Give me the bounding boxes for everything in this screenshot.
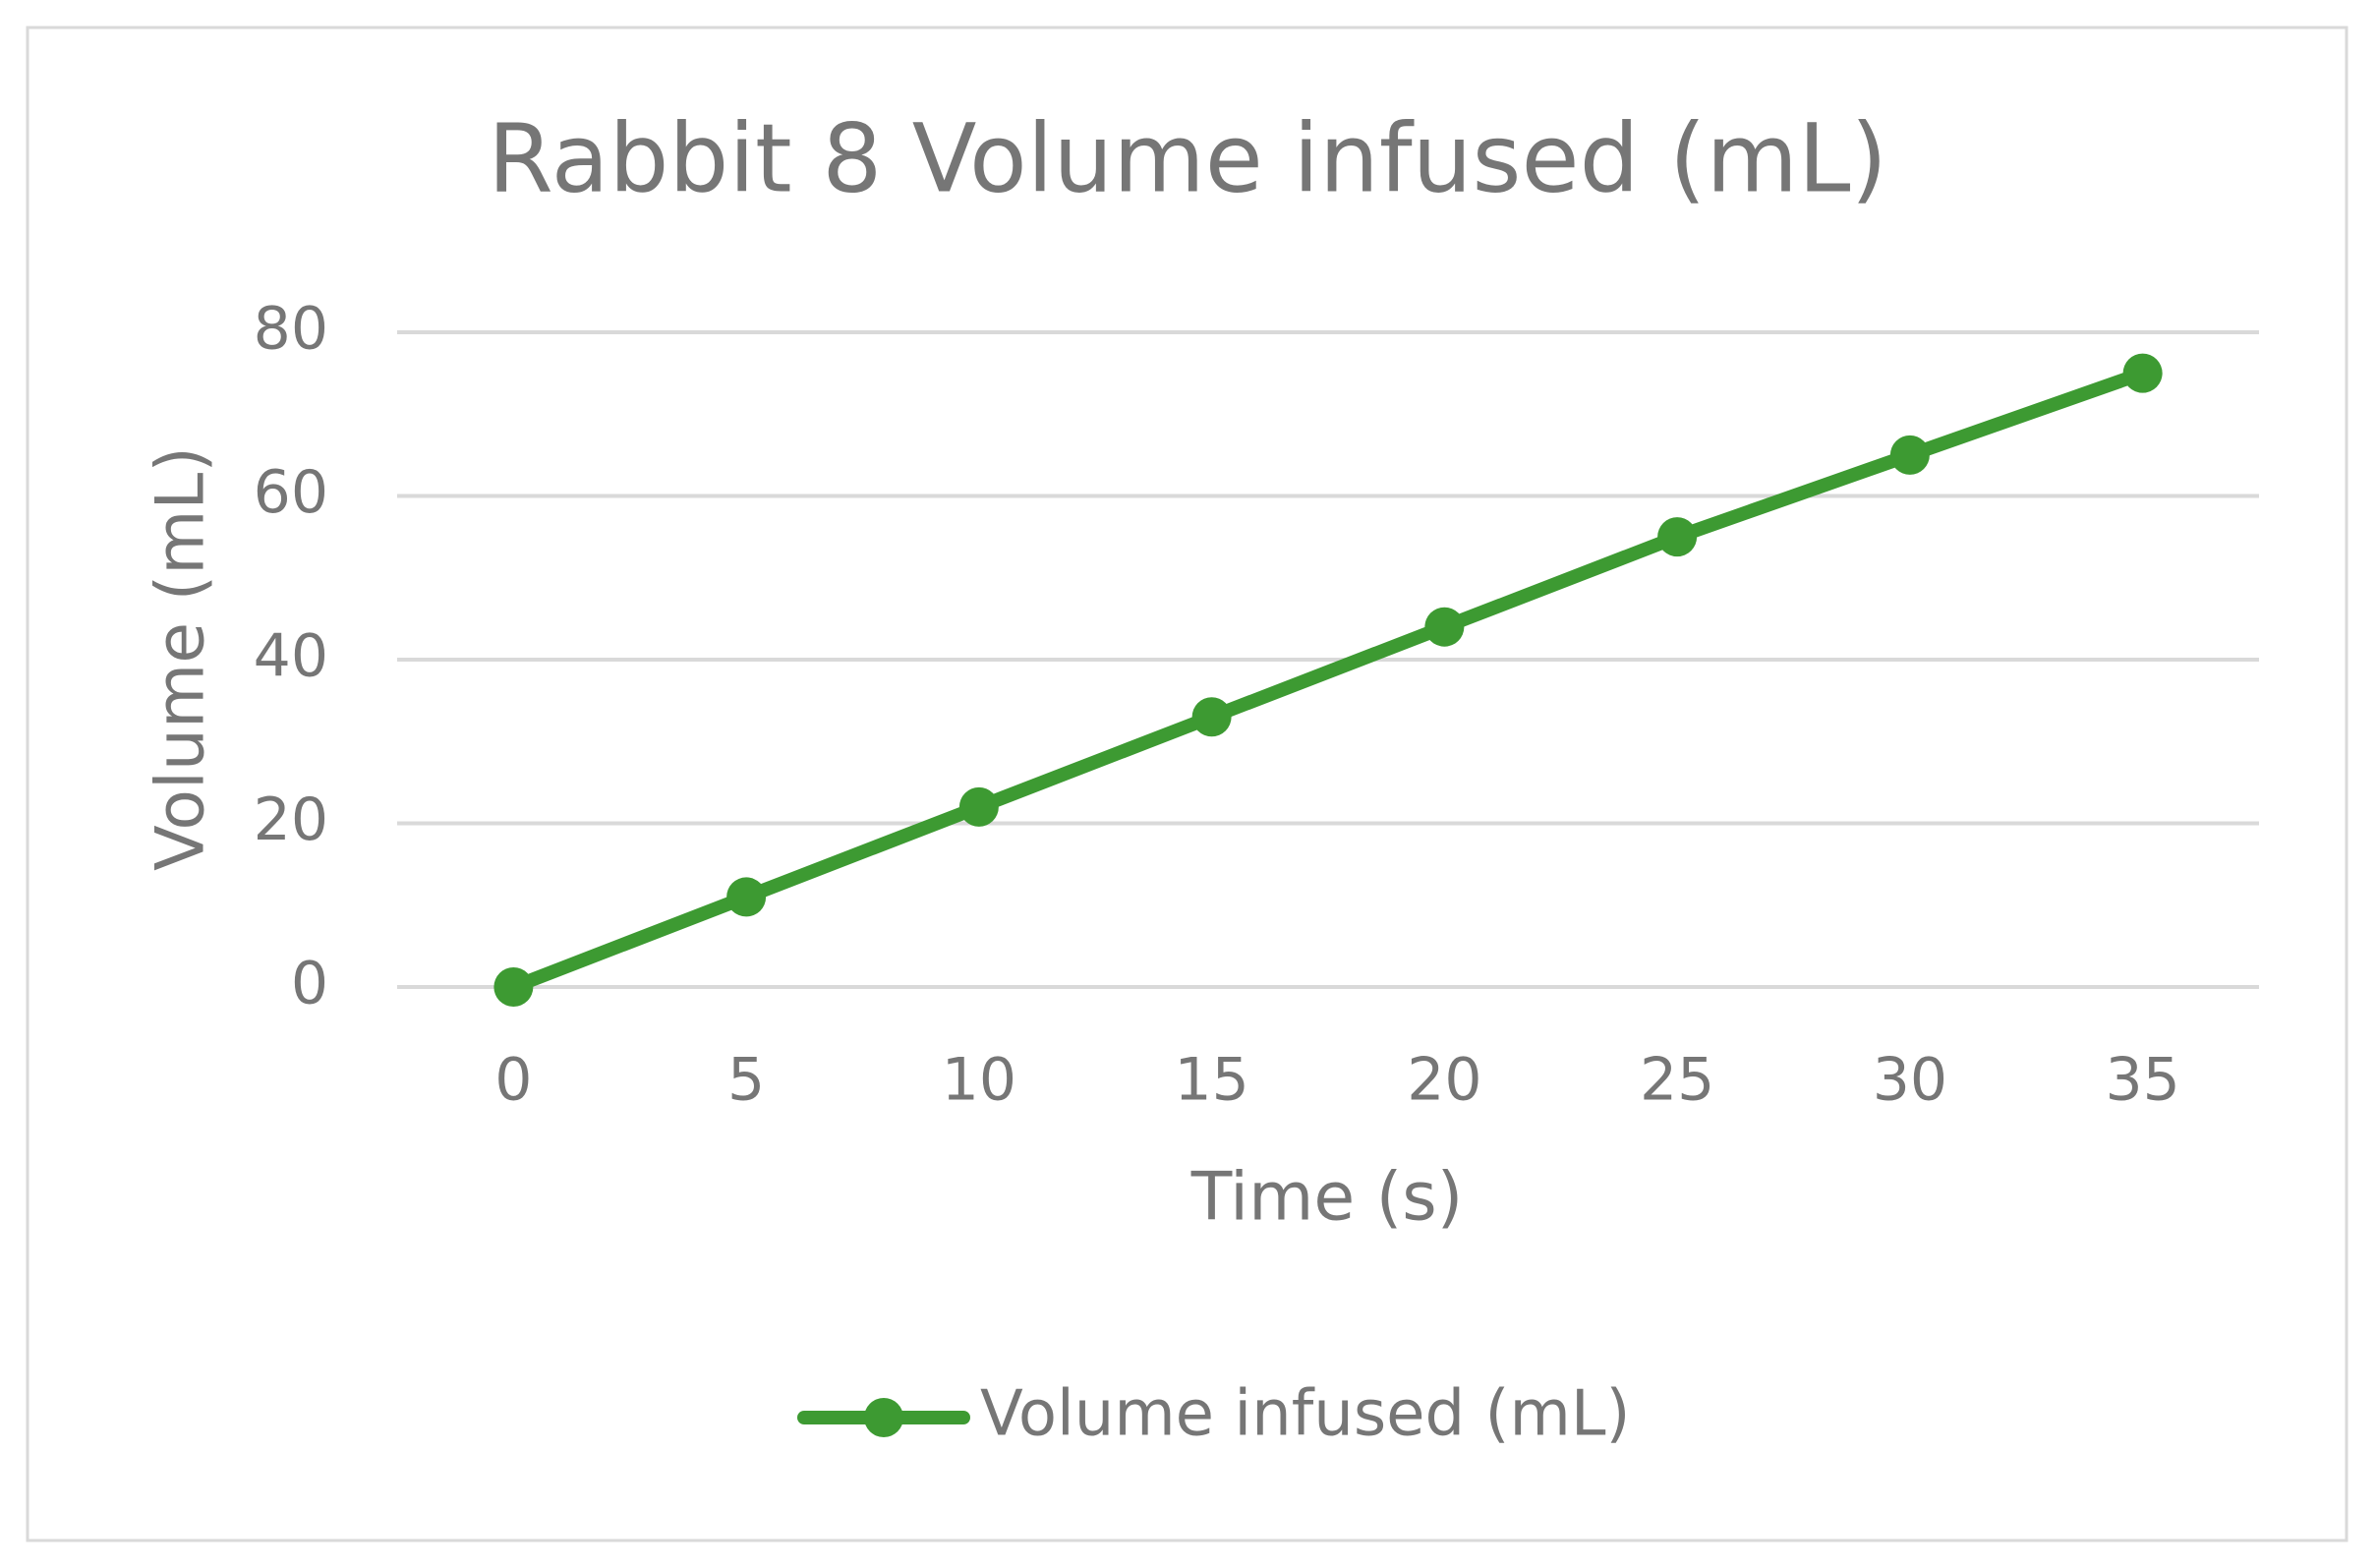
x-tick-label: 5 <box>727 1046 765 1115</box>
data-point <box>1424 607 1465 647</box>
y-tick-label: 80 <box>254 295 328 364</box>
grid: 0 20 40 60 80 0 5 10 15 20 25 30 35 <box>254 295 2259 1115</box>
x-tick-label: 25 <box>1640 1046 1714 1115</box>
chart-frame <box>26 26 2348 1542</box>
legend-marker <box>864 1398 903 1437</box>
data-point <box>1889 435 1930 475</box>
x-axis-title: Time (s) <box>1190 1159 1464 1237</box>
y-tick-label: 20 <box>254 785 328 854</box>
x-tick-label: 0 <box>494 1046 532 1115</box>
chart-title: Rabbit 8 Volume infused (mL) <box>488 103 1887 213</box>
data-point <box>1657 517 1698 557</box>
x-tick-label: 20 <box>1407 1046 1481 1115</box>
data-point <box>726 877 767 917</box>
data-point <box>2122 353 2163 393</box>
plot <box>493 353 2163 1007</box>
y-tick-label: 40 <box>254 622 328 691</box>
x-tick-label: 35 <box>2105 1046 2179 1115</box>
data-point <box>493 967 534 1007</box>
x-tick-label: 10 <box>942 1046 1016 1115</box>
legend-label: Volume infused (mL) <box>980 1378 1630 1451</box>
x-tick-label: 30 <box>1873 1046 1947 1115</box>
y-tick-label: 60 <box>254 458 328 527</box>
series-line <box>506 366 2150 994</box>
x-tick-label: 15 <box>1174 1046 1248 1115</box>
data-point <box>1191 697 1232 737</box>
legend: Volume infused (mL) <box>797 1378 1630 1451</box>
y-axis-title: Volume (mL) <box>143 446 220 871</box>
y-tick-label: 0 <box>291 950 328 1018</box>
data-point <box>958 786 999 827</box>
